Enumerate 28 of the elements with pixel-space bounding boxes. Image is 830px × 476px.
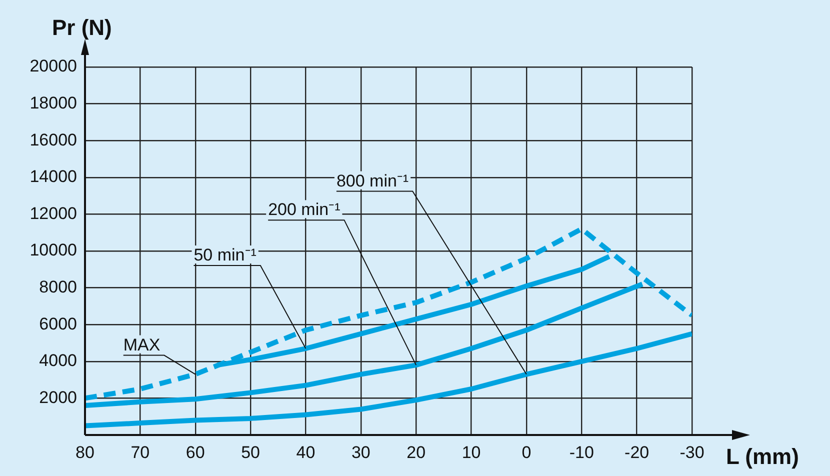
y-tick-label: 18000 [30,93,77,112]
text: 200 min⁻¹ [268,200,341,220]
x-tick-label: 30 [351,442,370,462]
y-tick-label: 16000 [30,130,77,150]
y-tick-label: 6000 [39,314,77,334]
y-tick-label: 14000 [30,167,77,186]
x-tick-label: 70 [130,442,150,462]
y-tick-label: 12000 [30,204,77,223]
y-tick-label: 10000 [30,240,77,260]
x-tick-label: 50 [241,442,260,462]
x-tick-label: 60 [186,442,205,462]
x-tick-label: -10 [569,442,594,462]
x-tick-label: -20 [624,442,650,462]
y-tick-label: 4000 [39,351,77,370]
y-tick-label: 8000 [39,277,77,296]
y-axis-title: Pr (N) [52,15,112,40]
x-tick-label: 20 [406,442,426,462]
x-tick-label: -30 [680,442,704,462]
y-tick-label: 2000 [39,388,77,407]
y-tick-label: 20000 [30,56,77,76]
x-axis-title: L (mm) [726,444,799,470]
text: 800 min⁻¹ [336,171,409,190]
series-label: MAX [123,335,160,354]
x-tick-label: 10 [462,442,481,462]
x-tick-label: 40 [296,442,316,462]
text: 50 min⁻¹ [194,246,257,265]
x-tick-label: 0 [522,442,532,462]
x-tick-label: 80 [76,442,94,462]
